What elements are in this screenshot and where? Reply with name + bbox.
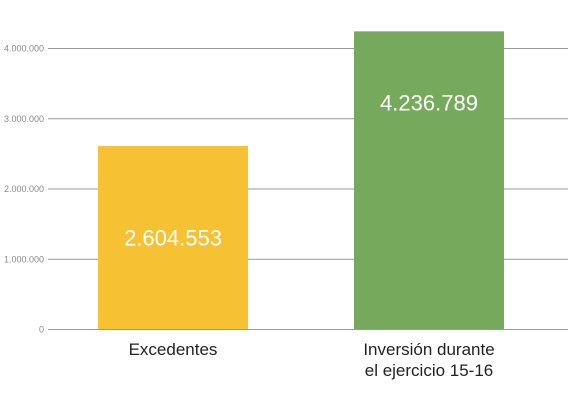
x-tick-label: Inversión durante bbox=[363, 340, 494, 359]
value-labels: 2.604.553 4.236.789 bbox=[124, 90, 478, 250]
bar bbox=[354, 31, 504, 330]
bar bbox=[98, 146, 248, 329]
y-tick-label: 2.000.000 bbox=[4, 184, 44, 194]
bar-value-label: 2.604.553 bbox=[124, 226, 222, 251]
x-tick-label: el ejercicio 15-16 bbox=[365, 361, 494, 380]
bar-value-label: 4.236.789 bbox=[380, 90, 478, 115]
y-tick-label: 4.000.000 bbox=[4, 44, 44, 54]
y-tick-label: 3.000.000 bbox=[4, 114, 44, 124]
y-tick-label: 1.000.000 bbox=[4, 254, 44, 264]
x-tick-label: Excedentes bbox=[129, 340, 218, 359]
y-axis-ticks: 0 1.000.000 2.000.000 3.000.000 4.000.000 bbox=[4, 44, 44, 335]
y-tick-label: 0 bbox=[39, 325, 44, 335]
x-axis-labels: Excedentes Inversión durante el ejercicio … bbox=[129, 340, 495, 380]
bars bbox=[98, 31, 504, 330]
